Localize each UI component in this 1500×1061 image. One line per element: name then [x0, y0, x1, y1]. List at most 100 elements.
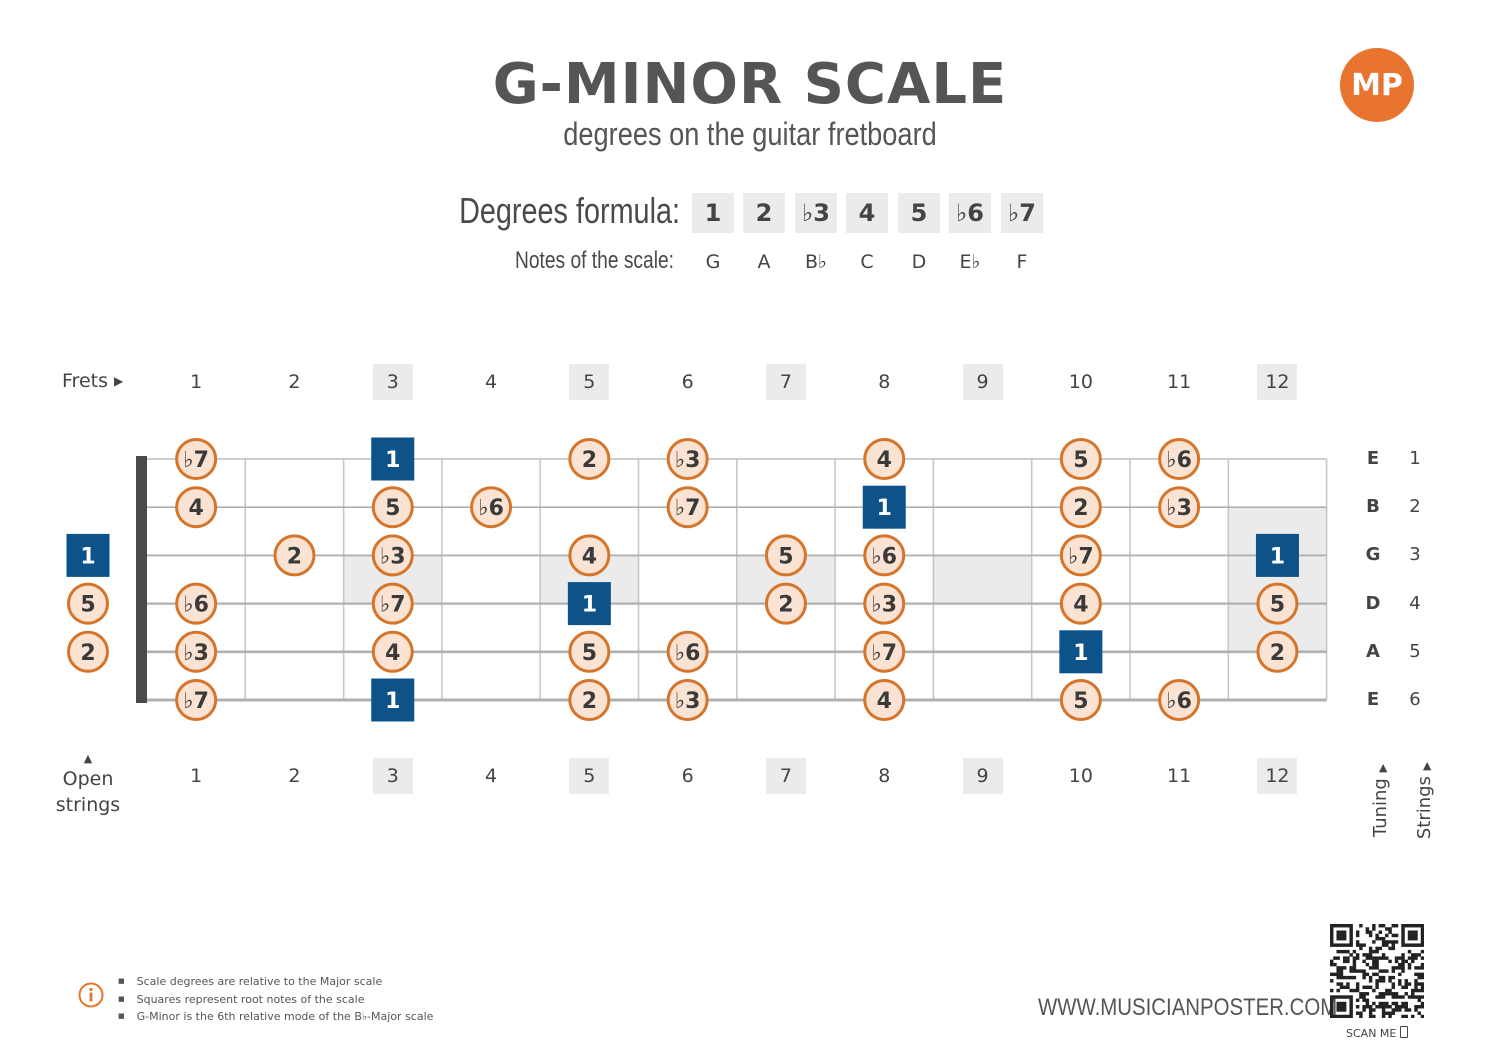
fret-number: 11	[1167, 371, 1192, 393]
logo-text: MP	[1351, 68, 1403, 103]
footer-note: G-Minor is the 6th relative mode of the …	[118, 1009, 434, 1027]
fret-number: 8	[878, 371, 891, 393]
scale-degree-circle	[568, 438, 611, 480]
scale-degree-circle	[371, 534, 414, 577]
degree-label: 2	[1073, 496, 1088, 521]
fret-number: 3	[372, 364, 413, 400]
degree-label: ♭7	[675, 496, 701, 521]
scale-degree-circle	[568, 679, 611, 721]
fret-number: 8	[878, 765, 891, 787]
fret-number: 12	[1257, 364, 1298, 400]
scale-degree-circle	[666, 630, 709, 673]
open-strings-label: ▲ Open strings	[55, 752, 121, 816]
tuning-note: D	[1365, 592, 1381, 614]
scale-note: E♭	[959, 251, 981, 273]
scale-degree-circle	[175, 438, 218, 480]
root-note-square	[371, 678, 415, 722]
degree-label: 2	[287, 544, 302, 569]
scale-degree-circle	[568, 534, 611, 577]
phone-icon	[1399, 1026, 1408, 1038]
root-note-square	[567, 582, 611, 626]
scale-degree-circle	[273, 534, 316, 577]
scale-degree-circle	[175, 679, 218, 721]
scale-degree-circle	[67, 630, 109, 673]
fret-number: 6	[681, 371, 694, 393]
fret-number: 2	[288, 371, 301, 393]
degree-label: ♭7	[183, 448, 209, 473]
root-note-square	[66, 533, 110, 577]
degree-label: 2	[80, 641, 95, 666]
fret-number: 5	[569, 758, 610, 794]
degree-box: 2	[743, 193, 785, 233]
degree-label: 1	[582, 593, 597, 618]
scale-degree-circle	[470, 486, 513, 529]
scale-degree-circle	[1158, 486, 1201, 529]
degree-label: 5	[385, 496, 400, 521]
arrow-right-icon: ▶	[114, 374, 124, 388]
scale-degree-circle	[764, 534, 807, 577]
scale-degree-circle	[1059, 679, 1102, 721]
degree-label: ♭7	[183, 689, 209, 714]
scale-degree-circle	[371, 582, 414, 625]
fret-number: 1	[190, 371, 203, 393]
string-number: 4	[1409, 592, 1421, 614]
degree-label: 4	[877, 448, 892, 473]
degree-label: 5	[80, 593, 95, 618]
fret-number: 4	[485, 371, 498, 393]
tuning-note: A	[1366, 640, 1380, 662]
degree-label: 2	[582, 689, 597, 714]
degree-label: ♭3	[675, 689, 701, 714]
fret-number: 11	[1167, 765, 1192, 787]
degree-box: 5	[898, 193, 940, 233]
musicianposter-logo: MP	[1340, 48, 1414, 122]
degree-label: 2	[778, 593, 793, 618]
website-link[interactable]: WWW.MUSICIANPOSTER.COM	[1038, 994, 1338, 1021]
footer-note: Scale degrees are relative to the Major …	[118, 974, 433, 992]
root-note-square	[1059, 630, 1103, 674]
notes-of-scale-label: Notes of the scale:	[514, 247, 674, 274]
tuning-note: E	[1366, 689, 1380, 710]
scale-note: F	[1016, 251, 1028, 273]
degree-label: ♭3	[183, 641, 209, 666]
fret-inlay	[933, 555, 1032, 604]
fret-number: 10	[1068, 371, 1093, 393]
degree-label: 1	[1073, 641, 1088, 666]
fret-number: 1	[190, 765, 203, 787]
degree-label: ♭6	[183, 593, 209, 618]
root-note-square	[1255, 533, 1299, 577]
degree-box: 1	[692, 193, 734, 233]
degree-label: 5	[582, 641, 597, 666]
degree-label: 1	[1270, 544, 1285, 569]
scan-me-label: SCAN ME	[1346, 1026, 1408, 1040]
degree-label: 1	[385, 448, 400, 473]
scale-degree-circle	[175, 630, 218, 673]
scale-degree-circle	[863, 679, 906, 721]
degree-label: 4	[1073, 593, 1088, 618]
fret-number: 2	[288, 765, 301, 787]
scale-degree-circle	[1059, 438, 1102, 480]
fret-number: 12	[1257, 758, 1298, 794]
degree-label: 1	[877, 496, 892, 521]
scale-note: G	[705, 251, 721, 273]
degree-label: 1	[80, 544, 95, 569]
tuning-note: E	[1366, 448, 1380, 469]
scale-note: A	[757, 251, 771, 273]
degree-label: ♭3	[675, 448, 701, 473]
qr-code[interactable]	[1330, 924, 1425, 1019]
fret-number: 3	[372, 758, 413, 794]
scale-degree-circle	[371, 630, 414, 673]
fret-number: 4	[485, 765, 498, 787]
scale-degree-circle	[863, 582, 906, 625]
degree-label: ♭6	[871, 544, 897, 569]
degree-box: 4	[846, 193, 888, 233]
degree-label: 5	[1073, 689, 1088, 714]
degree-label: ♭3	[380, 544, 406, 569]
scale-degree-circle	[666, 679, 709, 721]
degree-label: 4	[188, 496, 203, 521]
tuning-note: B	[1366, 496, 1380, 518]
scale-degree-circle	[666, 438, 709, 480]
degree-label: 1	[385, 689, 400, 714]
degree-label: 5	[778, 544, 793, 569]
degree-label: ♭7	[871, 641, 897, 666]
